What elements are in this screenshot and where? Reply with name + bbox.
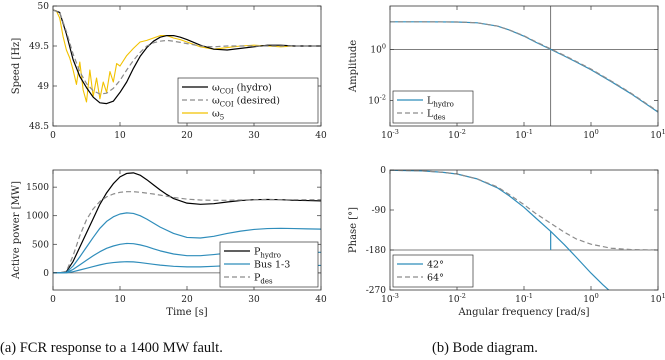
x-axis-label: Time [s] bbox=[166, 307, 207, 318]
tick-exponent: -2 bbox=[460, 292, 466, 300]
y-tick-label: -270 bbox=[366, 286, 386, 296]
y-tick-label: 0 bbox=[43, 269, 49, 279]
x-tick-label: 10-1 bbox=[515, 292, 533, 305]
tick-exponent: -3 bbox=[393, 292, 399, 300]
legend: 42°64° bbox=[393, 255, 473, 287]
legend-rest: (hydro) bbox=[234, 83, 272, 94]
x-tick-label: 0 bbox=[50, 295, 56, 305]
tick-base: 10 bbox=[583, 131, 595, 141]
y-tick-label: 10-2 bbox=[368, 93, 386, 106]
legend-label: 42° bbox=[427, 260, 444, 271]
tick-exponent: -1 bbox=[527, 292, 533, 300]
x-tick-label: 40 bbox=[315, 131, 327, 141]
tick-exponent: 1 bbox=[662, 292, 665, 300]
x-tick-label: 10-2 bbox=[448, 292, 466, 305]
tick-base: 10 bbox=[448, 131, 460, 141]
legend-sub: des bbox=[433, 114, 446, 122]
legend-label: 64° bbox=[427, 273, 444, 284]
y-axis-label: Active power [MW] bbox=[11, 181, 22, 280]
x-tick-label: 20 bbox=[181, 295, 193, 305]
active-power-chart: 0 10 20 30 40 0 500 1000 1500 Time [s] Active powe… bbox=[11, 170, 327, 318]
x-tick-label: 10-1 bbox=[515, 128, 533, 141]
y-axis-label: Speed [Hz] bbox=[11, 38, 22, 95]
y-tick-label: 49 bbox=[38, 82, 50, 92]
y-tick-label: 100 bbox=[370, 42, 386, 55]
x-tick-label: 10-2 bbox=[448, 128, 466, 141]
legend-sub: des bbox=[260, 278, 273, 286]
tick-base: 10 bbox=[650, 295, 662, 305]
tick-exponent: -2 bbox=[460, 128, 466, 136]
legend: ωCOI (hydro)ωCOI (desired)ω5 bbox=[178, 78, 318, 123]
y-tick-label: 500 bbox=[32, 240, 49, 250]
y-axis-label: Amplitude bbox=[348, 40, 359, 93]
tick-exponent: -2 bbox=[380, 93, 386, 101]
legend-sub: COI bbox=[220, 88, 234, 96]
tick-base: 10 bbox=[650, 131, 662, 141]
speed-chart: 0 10 20 30 40 48.5 49 49.5 50 Speed [Hz] ωCOI (hyd… bbox=[11, 2, 327, 141]
y-tick-label: -180 bbox=[366, 246, 386, 256]
tick-exponent: -1 bbox=[527, 128, 533, 136]
y-tick-label: 1500 bbox=[26, 183, 49, 193]
x-tick-label: 100 bbox=[583, 128, 599, 141]
legend-main: 64° bbox=[427, 273, 444, 284]
x-tick-label: 30 bbox=[248, 295, 260, 305]
x-tick-label: 100 bbox=[583, 292, 599, 305]
x-tick-label: 20 bbox=[181, 131, 193, 141]
y-tick-label: 0 bbox=[380, 166, 386, 176]
legend-sub: hydro bbox=[260, 252, 281, 260]
x-tick-label: 0 bbox=[50, 131, 56, 141]
y-tick-label: 48.5 bbox=[29, 122, 49, 132]
tick-exponent: -3 bbox=[393, 128, 399, 136]
legend-sub: hydro bbox=[433, 101, 454, 109]
legend-main: 42° bbox=[427, 260, 444, 271]
x-tick-label: 10 bbox=[114, 295, 126, 305]
tick-base: 10 bbox=[515, 131, 527, 141]
tick-base: 10 bbox=[368, 96, 380, 106]
x-tick-label: 30 bbox=[248, 131, 260, 141]
y-tick-label: -90 bbox=[372, 206, 387, 216]
tick-exponent: 0 bbox=[382, 42, 386, 50]
tick-base: 10 bbox=[583, 295, 595, 305]
series-line-p64 bbox=[390, 170, 658, 250]
x-axis-label: Angular frequency [rad/s] bbox=[457, 307, 589, 318]
tick-base: 10 bbox=[381, 295, 393, 305]
x-tick-label: 101 bbox=[650, 128, 665, 141]
x-tick-label: 40 bbox=[315, 295, 327, 305]
tick-base: 10 bbox=[370, 45, 382, 55]
y-tick-label: 1000 bbox=[26, 212, 49, 222]
y-axis-label: Phase [°] bbox=[348, 207, 359, 253]
legend-sub: COI bbox=[220, 101, 234, 109]
legend-sub: 5 bbox=[220, 114, 224, 122]
caption-b: (b) Bode diagram. bbox=[432, 340, 538, 356]
caption-a: (a) FCR response to a 1400 MW fault. bbox=[0, 340, 223, 356]
x-tick-label: 10 bbox=[114, 131, 126, 141]
tick-exponent: 0 bbox=[595, 128, 599, 136]
tick-exponent: 1 bbox=[662, 128, 665, 136]
tick-base: 10 bbox=[448, 295, 460, 305]
x-tick-label: 10-3 bbox=[381, 128, 399, 141]
legend-label: Bus 1-3 bbox=[254, 260, 290, 271]
bode-amplitude-chart: 10-3 10-2 10-1 100 10110-2100AmplitudeLhydro… bbox=[348, 6, 665, 141]
legend-rest: (desired) bbox=[234, 96, 280, 107]
tick-base: 10 bbox=[381, 131, 393, 141]
x-tick-label: 101 bbox=[650, 292, 665, 305]
tick-exponent: 0 bbox=[595, 292, 599, 300]
y-tick-label: 49.5 bbox=[29, 42, 49, 52]
y-tick-label: 50 bbox=[38, 2, 50, 12]
legend-main: Bus 1-3 bbox=[254, 260, 290, 271]
tick-base: 10 bbox=[515, 295, 527, 305]
